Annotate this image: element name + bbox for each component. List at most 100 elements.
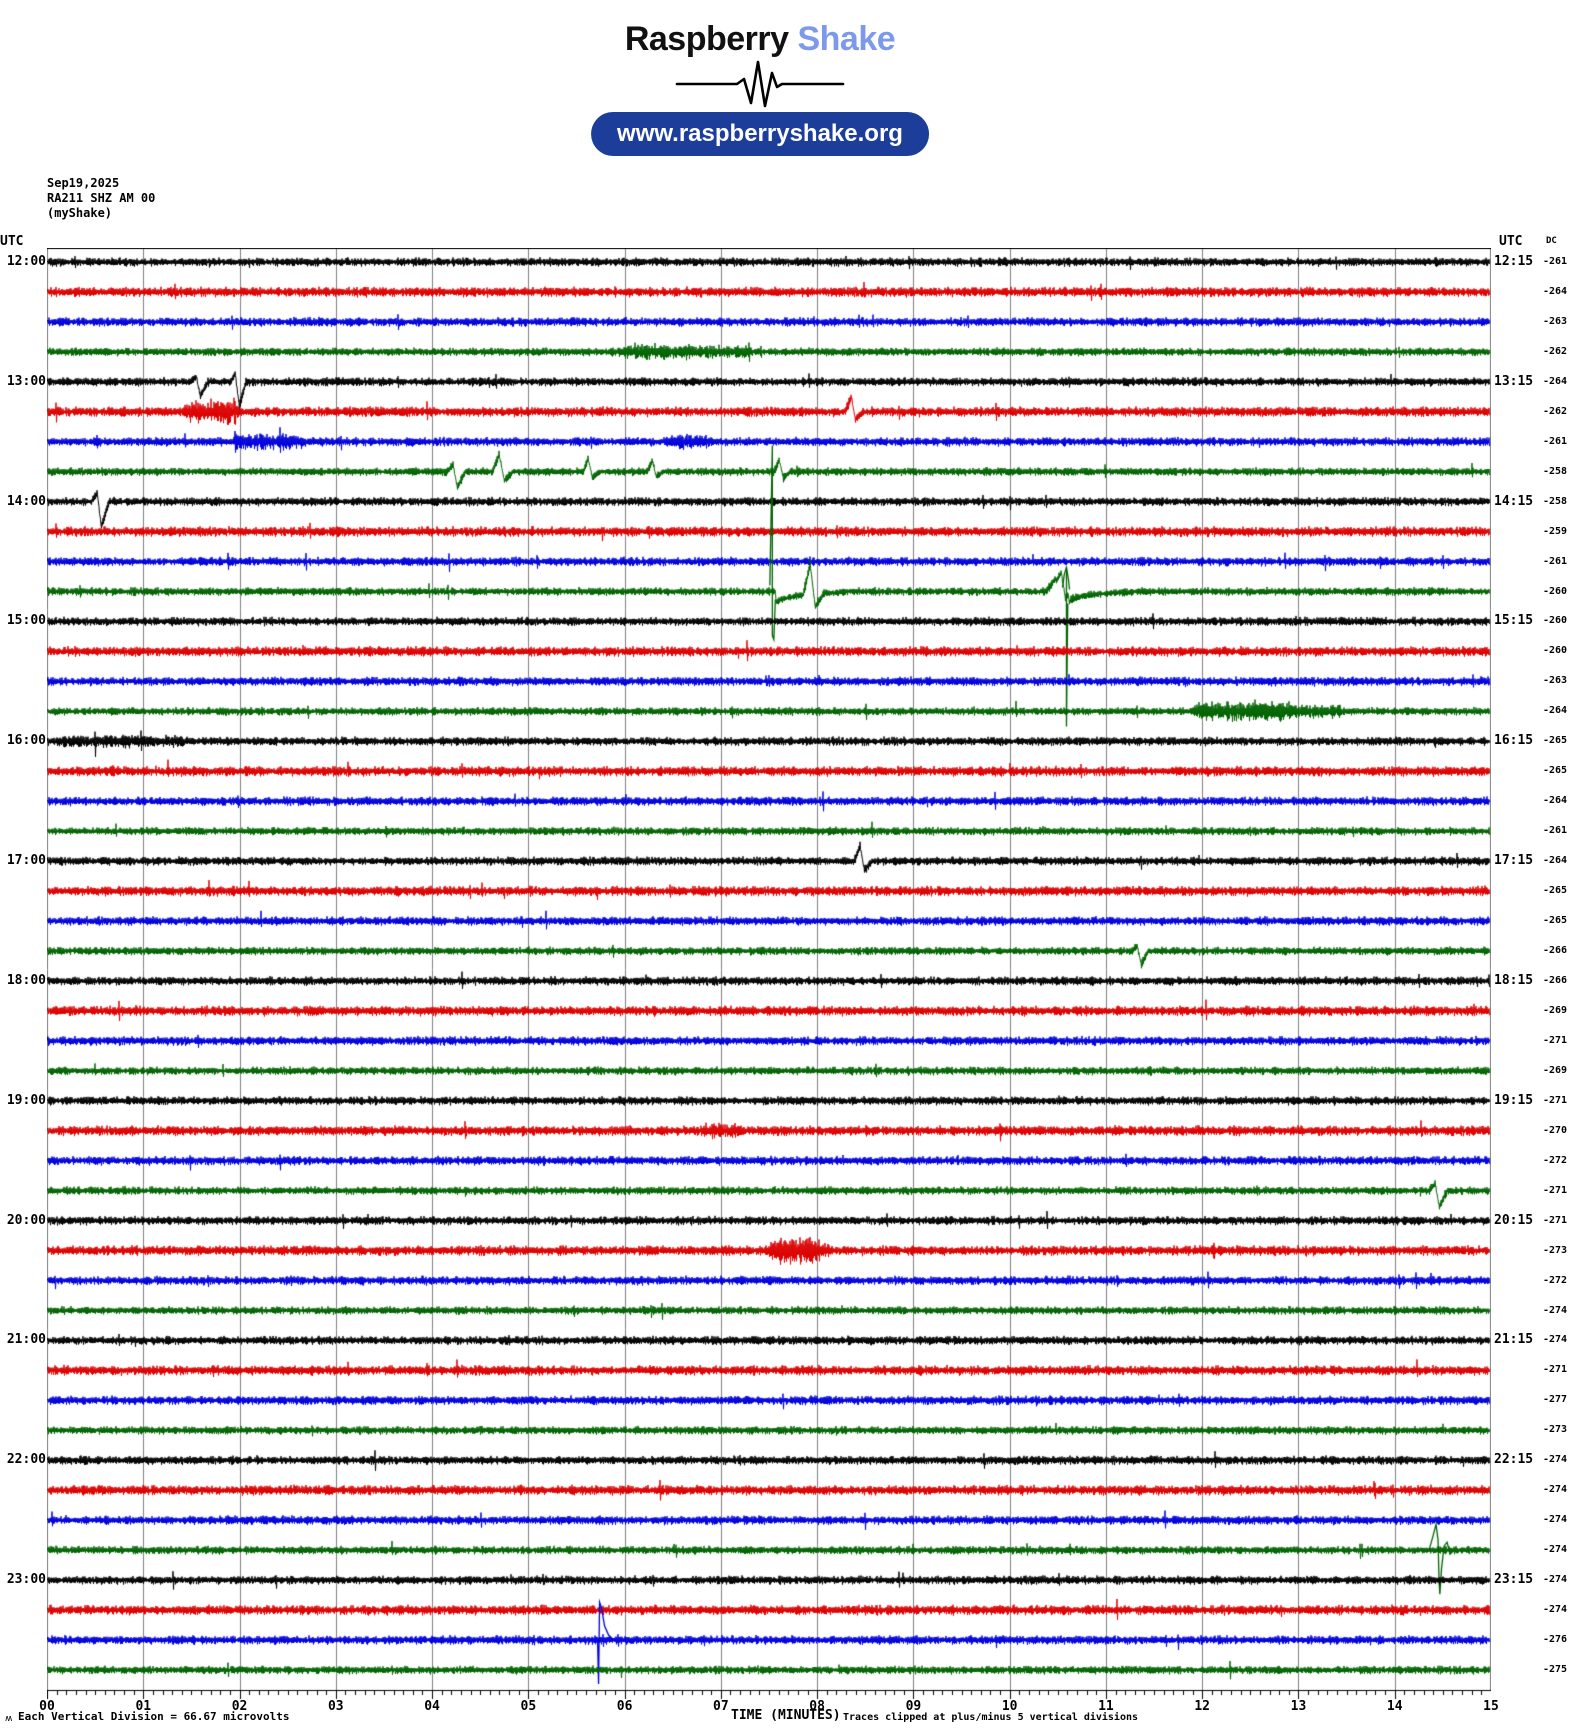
hour-label-right: 19:15 (1494, 1092, 1534, 1108)
dc-value: -264 (1543, 795, 1568, 807)
dc-value: -264 (1543, 705, 1568, 717)
dc-value: -271 (1543, 1364, 1568, 1376)
station-info: Sep19,2025 RA211 SHZ AM 00 (myShake) (47, 176, 155, 221)
hour-label-left: 14:00 (6, 493, 46, 509)
dc-value: -261 (1543, 256, 1568, 267)
corner-glyph: ʍ (5, 1714, 13, 1724)
dc-value: -271 (1543, 1214, 1568, 1226)
dc-value: -263 (1543, 315, 1568, 327)
hour-label-right: 17:15 (1494, 853, 1534, 869)
hour-label-right: 22:15 (1494, 1452, 1534, 1468)
hour-label-right: 13:15 (1494, 373, 1534, 389)
dc-value: -265 (1543, 735, 1568, 747)
dc-value: -264 (1543, 855, 1568, 867)
x-tick-label: 07 (713, 1699, 729, 1714)
dc-value: -258 (1543, 495, 1568, 507)
dc-value: -271 (1543, 1094, 1568, 1106)
dc-value: -269 (1543, 1064, 1568, 1076)
x-tick-label: 15 (1483, 1699, 1499, 1714)
dc-value: -261 (1543, 825, 1568, 837)
dc-value: -262 (1543, 345, 1568, 357)
hour-label-left: 18:00 (6, 972, 46, 988)
dc-value: -260 (1543, 585, 1568, 597)
x-tick-label: 08 (809, 1699, 825, 1714)
logo-text-primary: Raspberry (624, 20, 789, 58)
hour-label-right: 21:15 (1494, 1332, 1534, 1348)
x-tick-label: 10 (1001, 1699, 1018, 1714)
clip-note: Traces clipped at plus/minus 5 vertical … (843, 1712, 1139, 1723)
site-url-label: www.raspberryshake.org (617, 120, 903, 147)
dc-value: -260 (1543, 645, 1568, 657)
hour-label-left: 12:00 (6, 254, 46, 269)
dc-value: -261 (1543, 555, 1568, 567)
hour-label-right: 20:15 (1494, 1212, 1534, 1228)
dc-value: -266 (1543, 974, 1568, 986)
logo: Raspberry Shake (624, 20, 896, 59)
x-tick-label: 14 (1386, 1699, 1403, 1714)
x-tick-label: 13 (1290, 1699, 1307, 1714)
dc-value: -275 (1543, 1663, 1568, 1675)
site-url-pill[interactable]: www.raspberryshake.org (591, 112, 929, 156)
x-tick-label: 05 (520, 1699, 537, 1714)
dc-value: -274 (1543, 1454, 1568, 1466)
dc-value: -271 (1543, 1184, 1568, 1196)
dc-value: -265 (1543, 885, 1568, 897)
dc-value: -263 (1543, 675, 1568, 687)
dc-value: -264 (1543, 375, 1568, 387)
dc-value: -266 (1543, 945, 1568, 957)
dc-value: -273 (1543, 1424, 1568, 1436)
hour-label-left: 15:00 (6, 613, 46, 629)
x-tick-label: 04 (424, 1699, 440, 1714)
dc-value: -273 (1543, 1244, 1568, 1256)
right-utc-header: UTC (1499, 234, 1523, 249)
x-tick-label: 12 (1194, 1699, 1211, 1714)
dc-value: -265 (1543, 915, 1568, 927)
dc-value: -277 (1543, 1394, 1568, 1406)
hour-label-left: 16:00 (6, 733, 46, 749)
dc-value: -270 (1543, 1124, 1568, 1136)
hour-label-left: 19:00 (6, 1092, 46, 1108)
x-tick-label: 02 (231, 1699, 248, 1714)
dc-value: -274 (1543, 1604, 1568, 1616)
helicorder-canvas (47, 248, 1491, 1700)
hour-label-right: 12:15 (1494, 254, 1534, 269)
dc-value: -272 (1543, 1274, 1568, 1286)
dc-value: -271 (1543, 1034, 1568, 1046)
seismic-waveform-icon (675, 60, 845, 108)
hour-label-left: 13:00 (6, 373, 46, 389)
dc-value: -274 (1543, 1304, 1568, 1316)
dc-value: -272 (1543, 1154, 1568, 1166)
hour-label-left: 23:00 (6, 1572, 46, 1588)
x-tick-label: 00 (39, 1699, 55, 1714)
hour-label-left: 22:00 (6, 1452, 46, 1468)
dc-value: -274 (1543, 1334, 1568, 1346)
dc-value: -259 (1543, 525, 1568, 537)
hour-label-right: 14:15 (1494, 493, 1534, 509)
hour-label-right: 16:15 (1494, 733, 1534, 749)
dc-value: -269 (1543, 1004, 1568, 1016)
station-date: Sep19,2025 (47, 176, 120, 190)
x-axis-title: TIME (MINUTES) (731, 1708, 841, 1723)
x-tick-label: 11 (1098, 1699, 1114, 1714)
x-tick-label: 09 (905, 1699, 922, 1714)
hour-label-left: 17:00 (6, 853, 46, 869)
dc-value: -276 (1543, 1634, 1568, 1646)
scale-note: Each Vertical Division = 66.67 microvolt… (18, 1710, 290, 1723)
dc-value: -274 (1543, 1544, 1568, 1556)
dc-value: -264 (1543, 285, 1568, 297)
dc-value: -274 (1543, 1514, 1568, 1526)
x-tick-label: 01 (135, 1699, 152, 1714)
dc-value: -260 (1543, 615, 1568, 627)
x-tick-label: 03 (327, 1699, 344, 1714)
dc-value: -261 (1543, 435, 1568, 447)
hour-label-right: 18:15 (1494, 972, 1534, 988)
hour-label-right: 15:15 (1494, 613, 1534, 629)
dc-header: DC (1546, 236, 1557, 246)
station-network: (myShake) (47, 206, 113, 220)
dc-value: -262 (1543, 405, 1568, 417)
dc-value: -274 (1543, 1574, 1568, 1586)
left-utc-header: UTC (0, 234, 24, 249)
hour-label-left: 21:00 (6, 1332, 46, 1348)
dc-value: -274 (1543, 1484, 1568, 1496)
